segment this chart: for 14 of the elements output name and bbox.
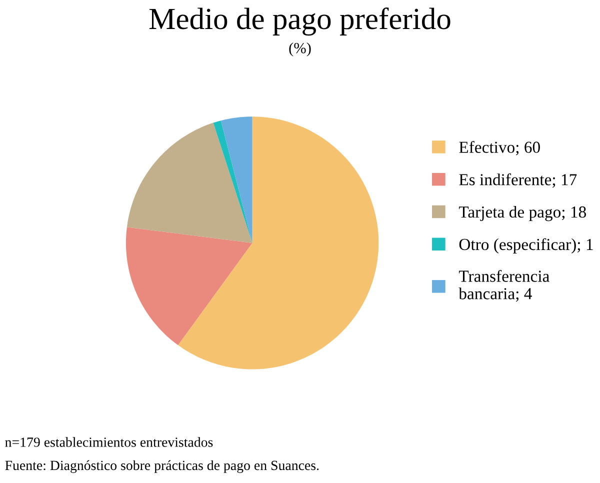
chart-subtitle: (%)	[289, 42, 311, 56]
legend-label: Es indiferente; 17	[459, 173, 577, 188]
pie-slice	[178, 116, 379, 370]
legend-label: Efectivo; 60	[459, 141, 540, 156]
pie-slice	[126, 227, 252, 346]
text: n=179 establecimientos entrevistados	[5, 437, 213, 447]
legend-label: Otro (especificar); 1	[459, 238, 593, 254]
legend-label: Tarjeta de pago; 18	[458, 206, 586, 222]
pie-slice	[126, 122, 252, 243]
pie-slice	[213, 120, 252, 243]
pie-slice	[220, 116, 252, 243]
source-note: Fuente: Diagnóstico sobre prácticas de pago en Suances.	[5, 460, 319, 473]
legend-label: Transferencia bancaria; 4	[458, 270, 550, 302]
chart-title: Medio de pago preferido	[149, 7, 450, 36]
